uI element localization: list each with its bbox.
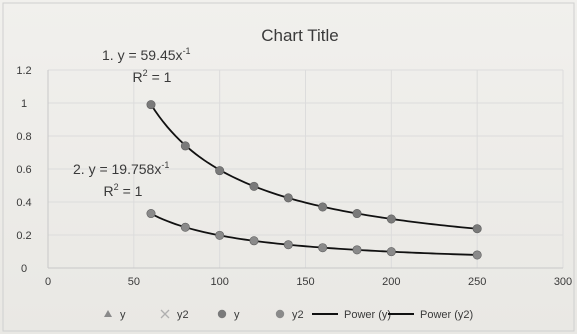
data-point-y [283,193,293,203]
x-tick-label: 200 [382,276,400,288]
legend-label: y2 [177,309,189,321]
legend: y y2 y y2 Power (y) Power (y2) [104,309,473,321]
trendline-equation: 1. y = 59.45x-1 [102,46,191,63]
y-tick-label: 0.2 [16,230,31,242]
axes: 0 0.2 0.4 0.6 0.8 1 1.2 0 50 100 150 200 250 300 [16,65,572,288]
data-point-y [472,224,482,234]
data-point-y [215,166,225,176]
legend-cross-marker [160,309,170,319]
y-tick-label: 0.6 [16,164,31,176]
data-point-y2 [352,245,362,255]
legend-item: Power (y) [312,309,391,321]
trendline-power-y [150,104,478,230]
x-tick-label: 150 [296,276,314,288]
x-tick-label: 300 [554,276,572,288]
legend-label: y [234,309,240,321]
data-point-y [386,214,396,224]
y-tick-label: 0.8 [16,131,31,143]
data-point-y2 [318,243,328,253]
data-points [146,100,482,260]
y-tick-label: 1 [21,98,27,110]
legend-label: Power (y) [344,309,391,321]
legend-circle-marker [217,309,227,319]
trendlines [150,104,478,256]
x-tick-label: 0 [45,276,51,288]
trendline-power-y2 [150,212,478,256]
data-point-y2 [283,240,293,250]
data-point-y2 [386,247,396,257]
legend-triangle-marker [104,310,112,317]
data-point-y [352,209,362,219]
data-point-y2 [215,230,225,240]
legend-circle-marker [275,309,285,319]
data-point-y2 [146,209,156,219]
chart-title: Chart Title [261,26,338,45]
legend-item: Power (y2) [388,309,473,321]
data-point-y [146,100,156,110]
x-tick-label: 50 [128,276,140,288]
y-tick-label: 0 [21,263,27,275]
legend-item: y [104,309,126,321]
x-tick-label: 250 [468,276,486,288]
legend-label: y [120,309,126,321]
data-point-y [180,141,190,151]
legend-item: y2 [275,309,304,321]
trendline-r-squared: R2 = 1 [133,68,172,85]
x-tick-label: 100 [210,276,228,288]
trendline-r-squared: R2 = 1 [104,182,143,199]
legend-label: y2 [292,309,304,321]
data-point-y2 [180,222,190,232]
y-tick-label: 0.4 [16,197,31,209]
legend-label: Power (y2) [420,309,473,321]
gridlines [48,69,564,268]
data-point-y2 [472,250,482,260]
legend-item: y [217,309,240,321]
data-point-y [249,181,259,191]
trendline-equation: 2. y = 19.758x-1 [73,160,169,177]
data-point-y2 [249,236,259,246]
trendline-annotations: 1. y = 59.45x-1 R2 = 1 2. y = 19.758x-1 R2 … [73,46,191,199]
y-tick-label: 1.2 [16,65,31,77]
data-point-y [318,202,328,212]
legend-item: y2 [160,309,189,321]
